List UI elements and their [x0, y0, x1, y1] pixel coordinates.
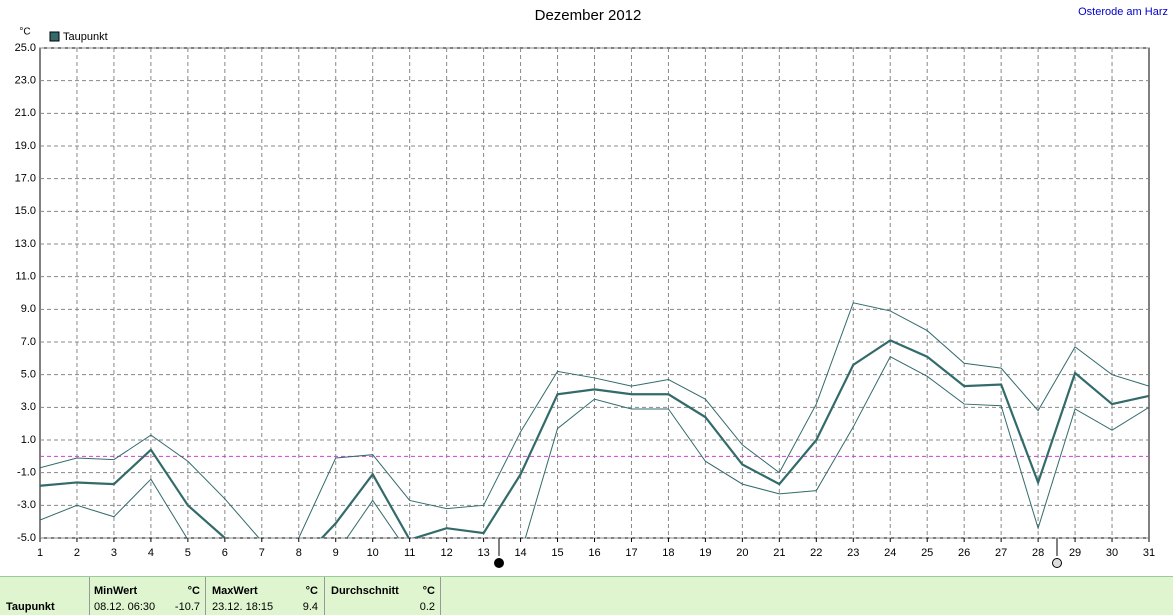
y-tick-label: -3.0 [17, 499, 36, 511]
x-tick-label: 2 [74, 547, 80, 559]
chart: Dezember 2012 Osterode am Harz °C Taupun… [15, 6, 1168, 568]
x-tick-label: 12 [441, 547, 453, 559]
series-line [40, 356, 1149, 538]
x-tick-label: 27 [995, 547, 1007, 559]
legend-label: Taupunkt [63, 31, 108, 43]
x-tick-label: 15 [551, 547, 563, 559]
x-tick-label: 22 [810, 547, 822, 559]
y-tick-label: 17.0 [15, 173, 36, 185]
x-tick-label: 9 [333, 547, 339, 559]
x-tick-label: 11 [404, 547, 415, 559]
separator [205, 577, 206, 615]
x-tick-label: 28 [1032, 547, 1044, 559]
stats-value: 9.4 [302, 601, 318, 613]
series-line [40, 302, 1149, 538]
x-tick-label: 23 [847, 547, 859, 559]
y-tick-label: 3.0 [21, 401, 36, 413]
x-tick-label: 3 [111, 547, 117, 559]
stats-value: 0.2 [419, 601, 435, 613]
stats-table: Taupunkt MinWert °C 08.12. 06:30 -10.7 MaxWe… [0, 576, 1173, 615]
moon-markers [494, 538, 1062, 568]
stats-unit: °C [422, 585, 435, 597]
x-tick-label: 21 [773, 547, 785, 559]
x-tick-label: 18 [662, 547, 674, 559]
x-tick-label: 26 [958, 547, 970, 559]
y-tick-label: 15.0 [15, 205, 36, 217]
x-tick-label: 29 [1069, 547, 1081, 559]
location: Osterode am Harz [1078, 6, 1168, 18]
stats-name: Taupunkt [6, 601, 55, 613]
x-tick-label: 20 [736, 547, 748, 559]
x-tick-label: 10 [367, 547, 379, 559]
x-tick-label: 30 [1106, 547, 1118, 559]
separator [324, 577, 325, 615]
x-tick-label: 6 [222, 547, 228, 559]
y-tick-label: 25.0 [15, 42, 36, 54]
x-tick-label: 4 [148, 547, 154, 559]
y-unit: °C [19, 27, 30, 38]
x-tick-label: 24 [884, 547, 896, 559]
y-tick-label: 1.0 [21, 434, 36, 446]
stats-unit: °C [305, 585, 318, 597]
stats-time: 08.12. 06:30 [94, 601, 156, 613]
stats-label: Durchschnitt [331, 585, 399, 597]
x-tick-label: 16 [588, 547, 600, 559]
x-tick-label: 17 [625, 547, 637, 559]
series-line [40, 339, 1149, 538]
separator [440, 577, 441, 615]
legend-swatch [49, 31, 60, 42]
chart-title: Dezember 2012 [535, 7, 642, 24]
y-tick-label: 7.0 [21, 336, 36, 348]
series-group [40, 302, 1149, 538]
y-tick-label: 11.0 [15, 271, 36, 283]
y-tick-label: 5.0 [21, 369, 36, 381]
x-tick-label: 8 [296, 547, 302, 559]
x-tick-label: 5 [185, 547, 191, 559]
y-tick-label: 21.0 [15, 107, 36, 119]
x-tick-label: 25 [921, 547, 933, 559]
y-tick-label: 23.0 [15, 75, 36, 87]
stats-unit: °C [187, 585, 200, 597]
x-tick-label: 1 [37, 547, 43, 559]
y-tick-label: 13.0 [15, 238, 36, 250]
separator [89, 577, 90, 615]
stats-value: -10.7 [174, 601, 200, 613]
x-tick-label: 19 [699, 547, 711, 559]
y-tick-label: 9.0 [21, 303, 36, 315]
stats-label: MaxWert [212, 585, 258, 597]
y-tick-label: -5.0 [17, 532, 36, 544]
x-tick-label: 14 [514, 547, 526, 559]
y-tick-label: 19.0 [15, 140, 36, 152]
stats-label: MinWert [94, 585, 138, 597]
stats-time: 23.12. 18:15 [212, 601, 274, 613]
y-tick-label: -1.0 [17, 467, 36, 479]
x-tick-label: 13 [477, 547, 489, 559]
x-tick-label: 7 [259, 547, 265, 559]
x-tick-label: 31 [1143, 547, 1155, 559]
